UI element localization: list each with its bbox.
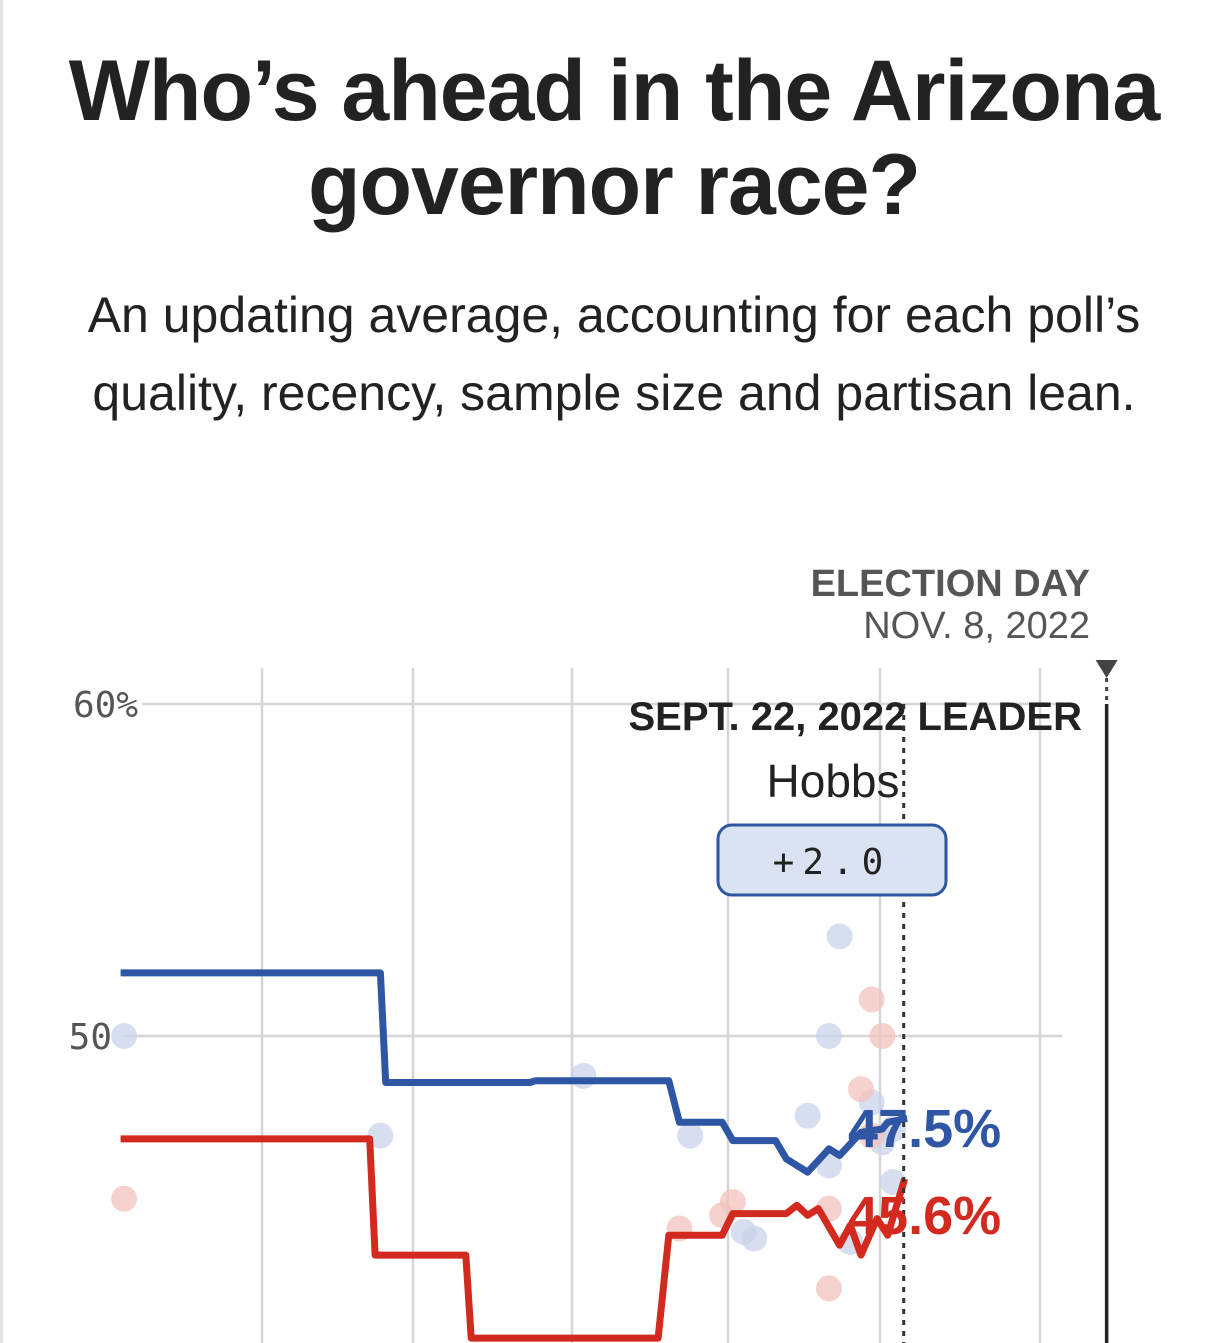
poll-dot-dem — [677, 1122, 704, 1149]
poll-dot-dem — [826, 923, 853, 950]
chart-area: 60% 50 ELECTION DAY NOV. 8, 2022 SEPT. 22, … — [0, 540, 1228, 1343]
poll-dot-rep — [111, 1185, 138, 1212]
poll-dot-rep — [858, 986, 885, 1013]
series-line-lake — [120, 1135, 909, 1342]
poll-dot-dem — [111, 1023, 138, 1049]
y-gridlines: 60% 50 — [69, 685, 1062, 1058]
election-day-label: ELECTION DAY — [811, 563, 1090, 605]
series-line-hobbs — [120, 969, 908, 1176]
poll-dots — [111, 923, 907, 1302]
poll-dot-dem — [570, 1062, 597, 1089]
poll-dot-dem — [367, 1122, 394, 1149]
poll-dot-rep — [869, 1023, 896, 1049]
chart-subtitle: An updating average, accounting for each… — [87, 287, 1141, 421]
y-tick-label-60: 60% — [73, 685, 138, 726]
leader-name: Hobbs — [767, 755, 900, 807]
leader-date-label: SEPT. 22, 2022 LEADER — [628, 695, 1082, 739]
poll-dot-dem — [794, 1102, 821, 1129]
margin-badge — [716, 823, 948, 897]
chart-title: Who’s ahead in the Arizona governor race… — [68, 43, 1161, 233]
series-lines — [120, 969, 909, 1342]
poll-dot-rep — [848, 1076, 874, 1103]
poll-dot-dem — [815, 1023, 842, 1049]
poll-dot-dem — [730, 1218, 757, 1245]
end-value-label-hobbs: 47.5% — [848, 1099, 1001, 1159]
left-border — [0, 0, 3, 1343]
end-value-label-lake: 45.6% — [848, 1186, 1001, 1246]
poll-dot-rep — [815, 1275, 842, 1302]
margin-value: +2.0 — [773, 842, 892, 883]
y-tick-label-50: 50 — [69, 1017, 112, 1058]
election-day-date: NOV. 8, 2022 — [863, 605, 1090, 647]
election-day-marker-icon — [1095, 660, 1118, 678]
